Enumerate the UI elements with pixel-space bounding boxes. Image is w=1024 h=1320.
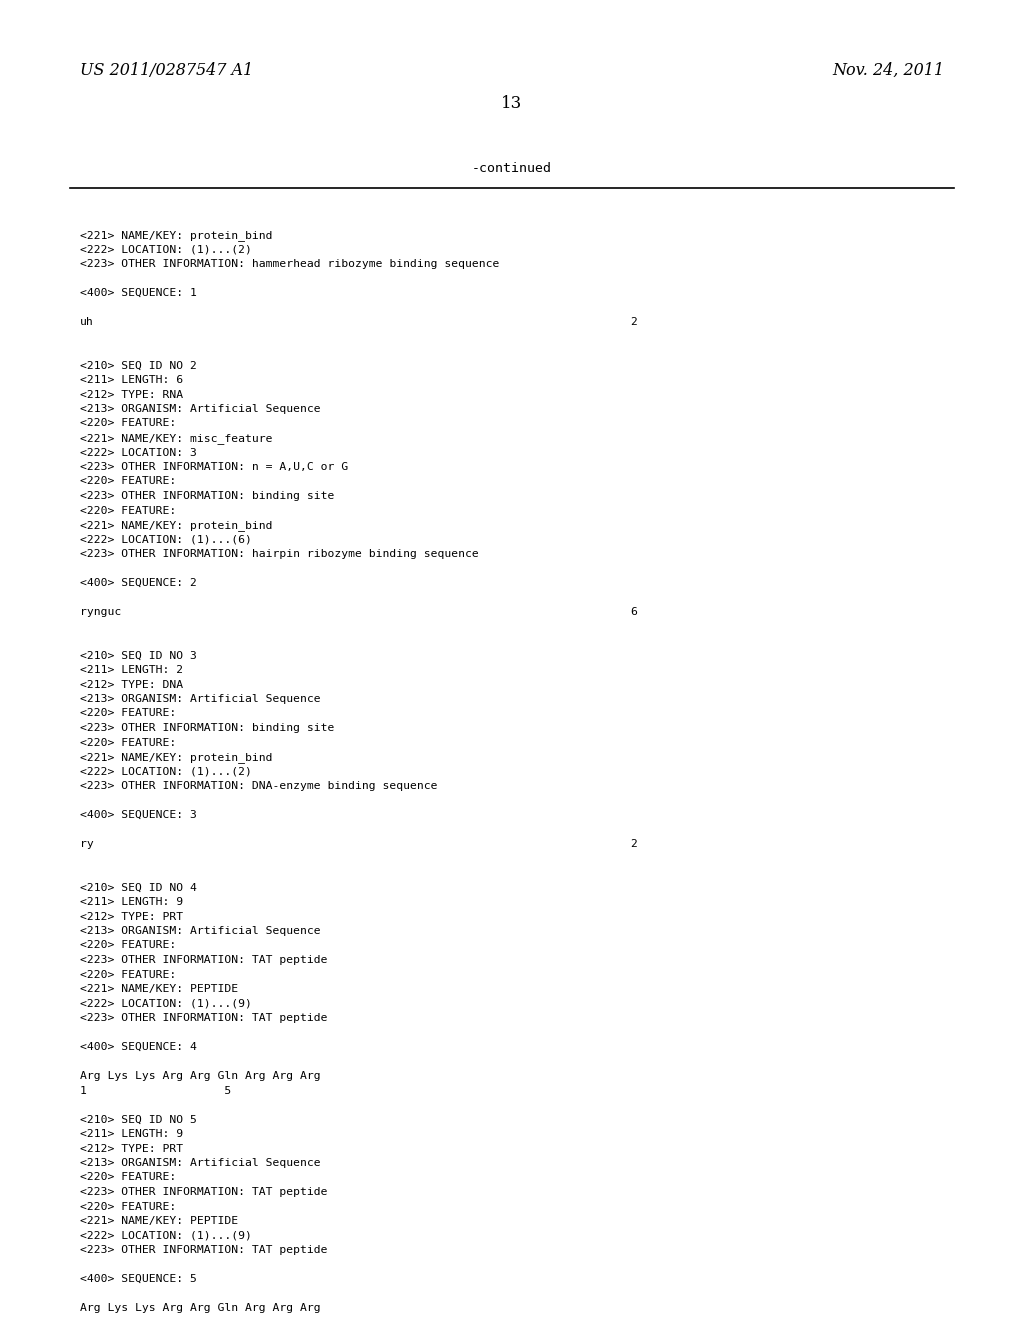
Text: 13: 13	[502, 95, 522, 112]
Text: <213> ORGANISM: Artificial Sequence: <213> ORGANISM: Artificial Sequence	[80, 404, 321, 414]
Text: <220> FEATURE:: <220> FEATURE:	[80, 506, 176, 516]
Text: <222> LOCATION: (1)...(9): <222> LOCATION: (1)...(9)	[80, 998, 252, 1008]
Text: <223> OTHER INFORMATION: n = A,U,C or G: <223> OTHER INFORMATION: n = A,U,C or G	[80, 462, 348, 473]
Text: <223> OTHER INFORMATION: hairpin ribozyme binding sequence: <223> OTHER INFORMATION: hairpin ribozym…	[80, 549, 479, 558]
Text: <222> LOCATION: (1)...(2): <222> LOCATION: (1)...(2)	[80, 244, 252, 255]
Text: <222> LOCATION: 3: <222> LOCATION: 3	[80, 447, 197, 458]
Text: <222> LOCATION: (1)...(2): <222> LOCATION: (1)...(2)	[80, 767, 252, 776]
Text: <223> OTHER INFORMATION: TAT peptide: <223> OTHER INFORMATION: TAT peptide	[80, 1012, 328, 1023]
Text: <220> FEATURE:: <220> FEATURE:	[80, 1201, 176, 1212]
Text: <210> SEQ ID NO 2: <210> SEQ ID NO 2	[80, 360, 197, 371]
Text: <211> LENGTH: 9: <211> LENGTH: 9	[80, 1129, 183, 1139]
Text: <221> NAME/KEY: protein_bind: <221> NAME/KEY: protein_bind	[80, 230, 272, 242]
Text: <220> FEATURE:: <220> FEATURE:	[80, 940, 176, 950]
Text: ry: ry	[80, 840, 94, 849]
Text: <223> OTHER INFORMATION: hammerhead ribozyme binding sequence: <223> OTHER INFORMATION: hammerhead ribo…	[80, 259, 500, 269]
Text: <210> SEQ ID NO 4: <210> SEQ ID NO 4	[80, 883, 197, 892]
Text: <221> NAME/KEY: protein_bind: <221> NAME/KEY: protein_bind	[80, 752, 272, 763]
Text: <212> TYPE: RNA: <212> TYPE: RNA	[80, 389, 183, 400]
Text: <221> NAME/KEY: PEPTIDE: <221> NAME/KEY: PEPTIDE	[80, 1216, 239, 1226]
Text: <223> OTHER INFORMATION: TAT peptide: <223> OTHER INFORMATION: TAT peptide	[80, 1245, 328, 1255]
Text: <220> FEATURE:: <220> FEATURE:	[80, 1172, 176, 1183]
Text: <210> SEQ ID NO 5: <210> SEQ ID NO 5	[80, 1114, 197, 1125]
Text: <220> FEATURE:: <220> FEATURE:	[80, 969, 176, 979]
Text: <213> ORGANISM: Artificial Sequence: <213> ORGANISM: Artificial Sequence	[80, 927, 321, 936]
Text: 6: 6	[630, 607, 637, 616]
Text: <222> LOCATION: (1)...(6): <222> LOCATION: (1)...(6)	[80, 535, 252, 544]
Text: uh: uh	[80, 317, 94, 327]
Text: <223> OTHER INFORMATION: TAT peptide: <223> OTHER INFORMATION: TAT peptide	[80, 954, 328, 965]
Text: <221> NAME/KEY: protein_bind: <221> NAME/KEY: protein_bind	[80, 520, 272, 531]
Text: <220> FEATURE:: <220> FEATURE:	[80, 418, 176, 429]
Text: <220> FEATURE:: <220> FEATURE:	[80, 477, 176, 487]
Text: <400> SEQUENCE: 3: <400> SEQUENCE: 3	[80, 810, 197, 820]
Text: 1                    5: 1 5	[80, 1085, 231, 1096]
Text: Nov. 24, 2011: Nov. 24, 2011	[831, 62, 944, 79]
Text: 2: 2	[630, 840, 637, 849]
Text: <210> SEQ ID NO 3: <210> SEQ ID NO 3	[80, 651, 197, 660]
Text: Arg Lys Lys Arg Arg Gln Arg Arg Arg: Arg Lys Lys Arg Arg Gln Arg Arg Arg	[80, 1303, 321, 1313]
Text: <213> ORGANISM: Artificial Sequence: <213> ORGANISM: Artificial Sequence	[80, 694, 321, 704]
Text: <211> LENGTH: 9: <211> LENGTH: 9	[80, 898, 183, 907]
Text: <223> OTHER INFORMATION: binding site: <223> OTHER INFORMATION: binding site	[80, 723, 335, 733]
Text: 2: 2	[630, 317, 637, 327]
Text: <213> ORGANISM: Artificial Sequence: <213> ORGANISM: Artificial Sequence	[80, 1158, 321, 1168]
Text: -continued: -continued	[472, 162, 552, 176]
Text: <223> OTHER INFORMATION: TAT peptide: <223> OTHER INFORMATION: TAT peptide	[80, 1187, 328, 1197]
Text: <211> LENGTH: 6: <211> LENGTH: 6	[80, 375, 183, 385]
Text: <221> NAME/KEY: PEPTIDE: <221> NAME/KEY: PEPTIDE	[80, 983, 239, 994]
Text: US 2011/0287547 A1: US 2011/0287547 A1	[80, 62, 253, 79]
Text: <400> SEQUENCE: 4: <400> SEQUENCE: 4	[80, 1041, 197, 1052]
Text: rynguc: rynguc	[80, 607, 121, 616]
Text: <400> SEQUENCE: 1: <400> SEQUENCE: 1	[80, 288, 197, 298]
Text: <400> SEQUENCE: 2: <400> SEQUENCE: 2	[80, 578, 197, 587]
Text: <223> OTHER INFORMATION: DNA-enzyme binding sequence: <223> OTHER INFORMATION: DNA-enzyme bind…	[80, 781, 437, 791]
Text: <222> LOCATION: (1)...(9): <222> LOCATION: (1)...(9)	[80, 1230, 252, 1241]
Text: <220> FEATURE:: <220> FEATURE:	[80, 709, 176, 718]
Text: <223> OTHER INFORMATION: binding site: <223> OTHER INFORMATION: binding site	[80, 491, 335, 502]
Text: <400> SEQUENCE: 5: <400> SEQUENCE: 5	[80, 1274, 197, 1284]
Text: <212> TYPE: PRT: <212> TYPE: PRT	[80, 912, 183, 921]
Text: <212> TYPE: DNA: <212> TYPE: DNA	[80, 680, 183, 689]
Text: Arg Lys Lys Arg Arg Gln Arg Arg Arg: Arg Lys Lys Arg Arg Gln Arg Arg Arg	[80, 1071, 321, 1081]
Text: <220> FEATURE:: <220> FEATURE:	[80, 738, 176, 747]
Text: <211> LENGTH: 2: <211> LENGTH: 2	[80, 665, 183, 675]
Text: <212> TYPE: PRT: <212> TYPE: PRT	[80, 1143, 183, 1154]
Text: <221> NAME/KEY: misc_feature: <221> NAME/KEY: misc_feature	[80, 433, 272, 444]
